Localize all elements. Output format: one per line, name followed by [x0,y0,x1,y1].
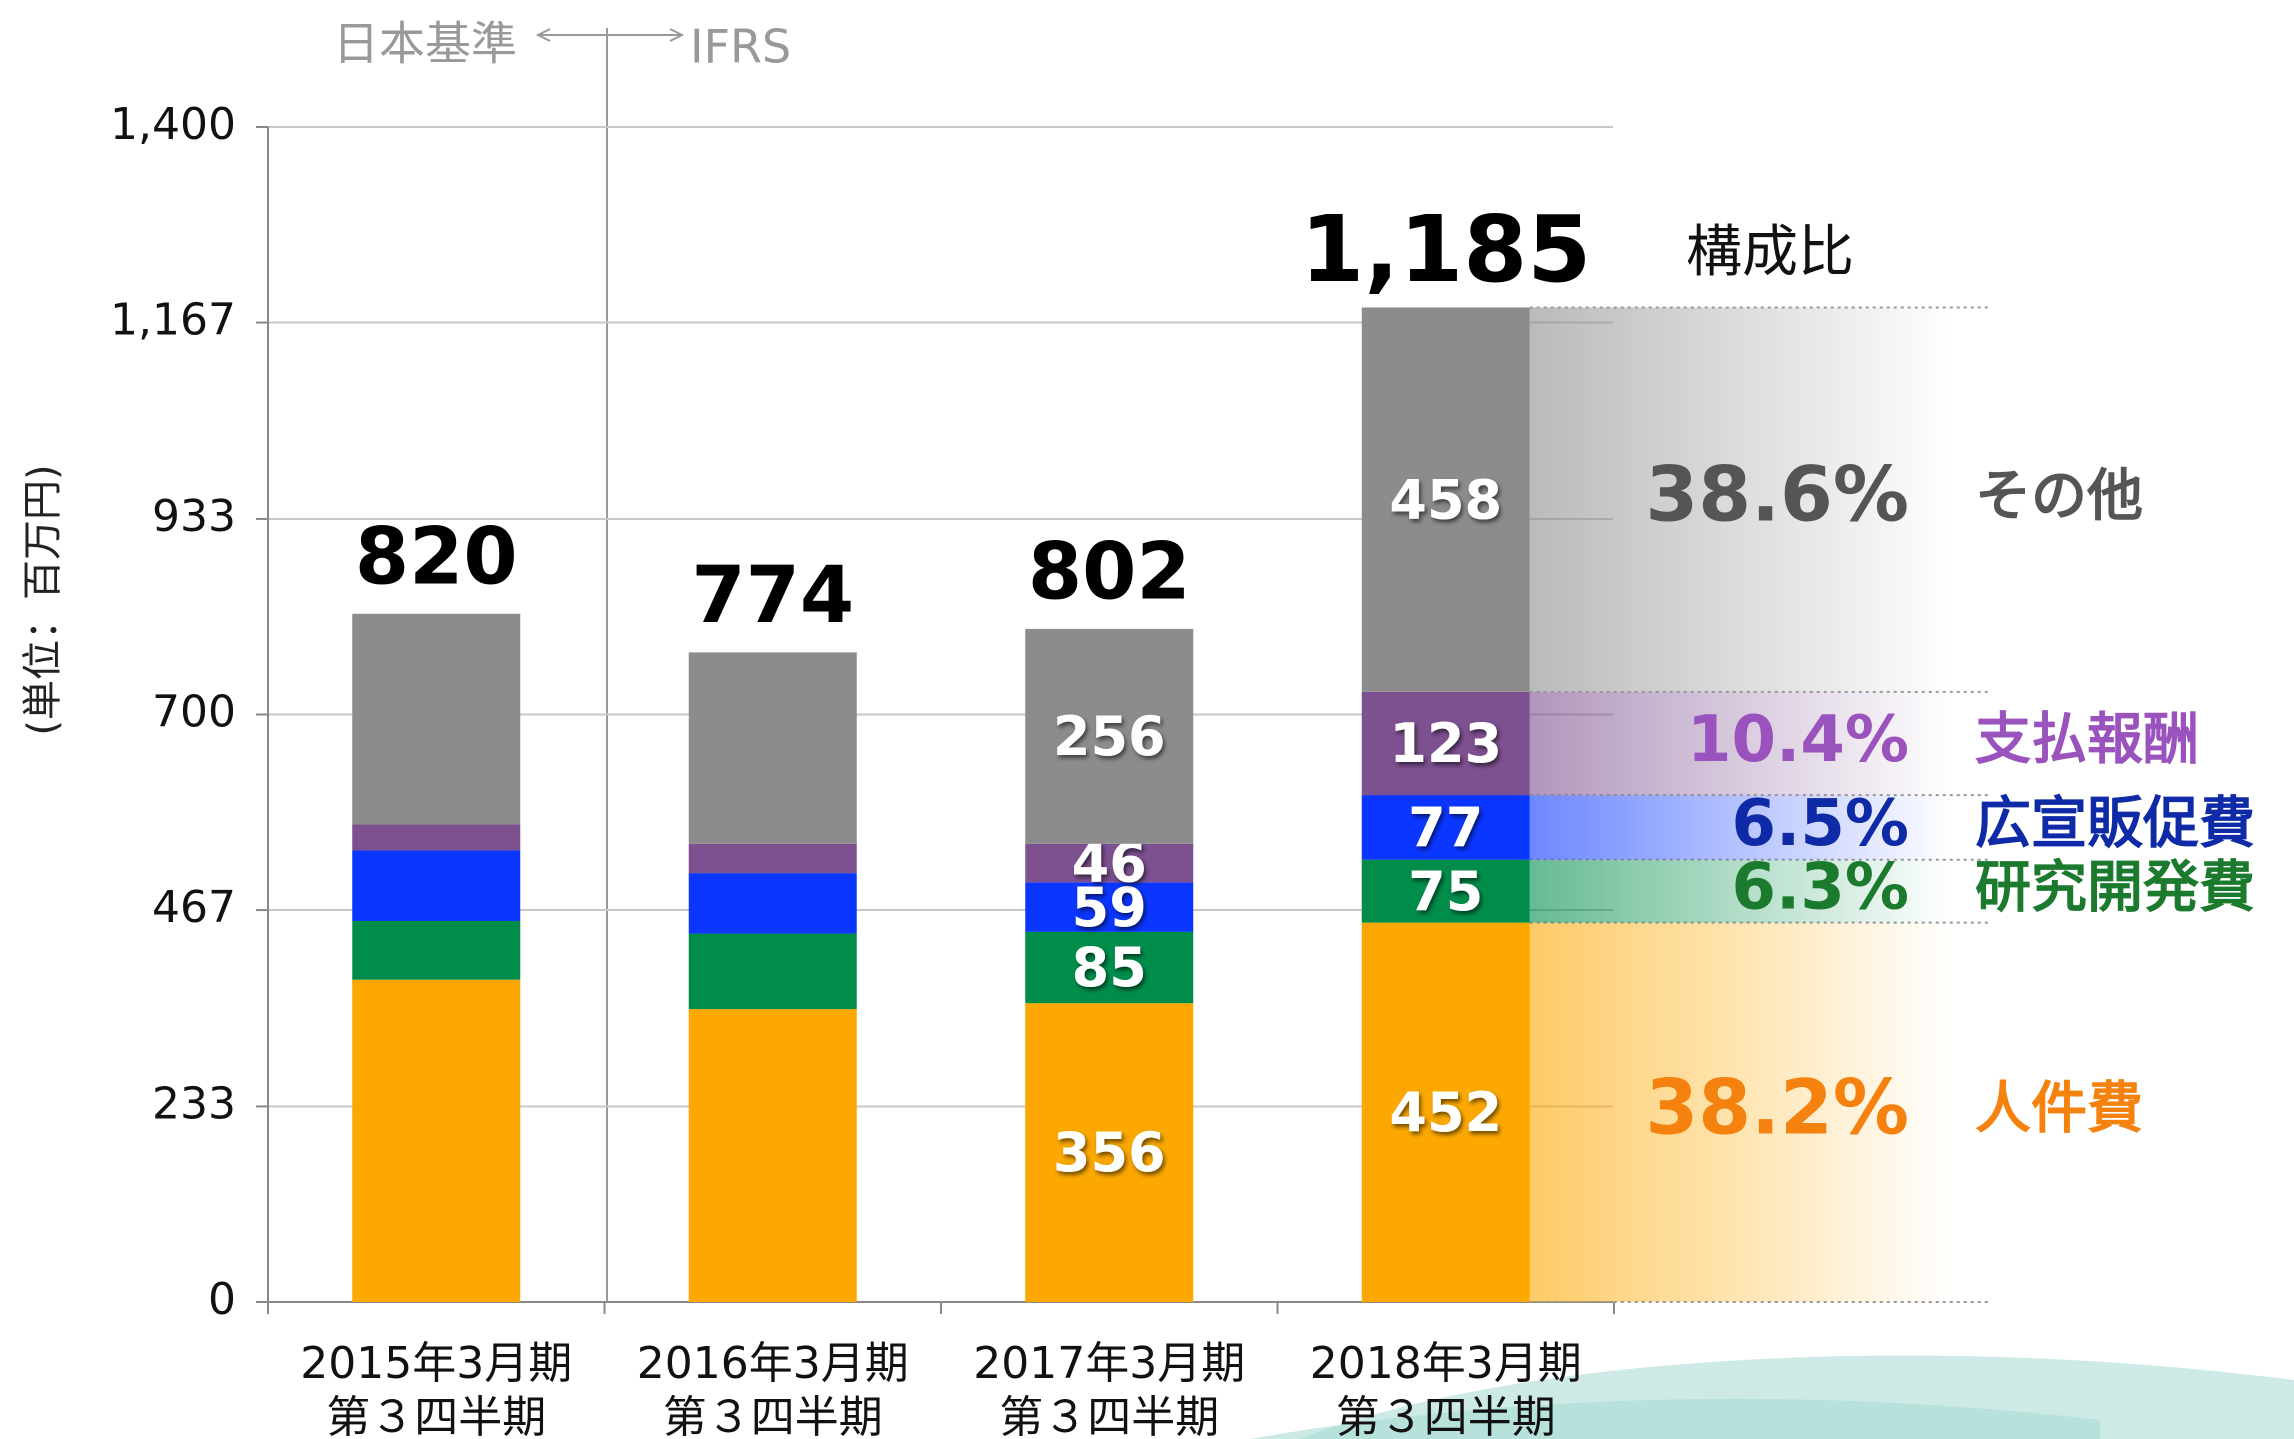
share-title: 構成比 [1686,220,1854,285]
bar-segment [1361,691,1530,796]
total-label: 1,185 [1300,196,1591,303]
x-tick-label: 2018年3月期 [1310,1338,1582,1389]
legend-name: 人件費 [1975,1076,2143,1141]
bar-segment [352,824,521,851]
legend-name: 広宣販促費 [1975,792,2255,857]
data-label: 452 [1389,1081,1502,1144]
bar-segment [1361,307,1530,692]
x-tick-sublabel: 第３四半期 [326,1392,546,1439]
share-band [1529,307,1952,692]
total-label: 774 [691,551,854,641]
bar-segment [352,850,521,921]
data-label: 59 [1072,876,1147,939]
y-tick-label: 0 [208,1274,236,1325]
share-label: 10.4% [1687,703,1909,777]
bar-segment [352,613,521,825]
bar-segment [1361,795,1530,860]
data-label: 458 [1389,468,1502,531]
y-tick-label: 933 [152,491,236,542]
data-label: 75 [1408,860,1483,923]
bar-segment [688,652,857,844]
x-tick-label: 2016年3月期 [637,1338,909,1389]
total-label: 802 [1028,527,1191,617]
data-label: 77 [1408,796,1483,859]
bar-segment [352,920,521,980]
share-band [1529,922,1952,1302]
share-label: 6.5% [1732,787,1910,861]
legend-name: 支払報酬 [1975,708,2199,773]
x-tick-label: 2017年3月期 [973,1338,1245,1389]
bar-segment [1025,931,1194,1004]
data-label: 123 [1389,712,1502,775]
x-tick-label: 2015年3月期 [300,1338,572,1389]
share-label: 38.6% [1645,450,1909,539]
y-tick-label: 1,167 [110,295,236,346]
share-label: 6.3% [1732,851,1910,925]
decor-swoosh [1250,1398,2100,1439]
bar-segment [1025,1003,1194,1302]
bar-segment [688,843,857,874]
bar-segment [1361,922,1530,1302]
legend-name: その他 [1975,464,2143,529]
bar-segment [352,979,521,1302]
bar-segment [1025,843,1194,883]
bar-segment [1361,859,1530,923]
bar-segment [688,1009,857,1302]
era-label: IFRS [690,20,791,74]
bar-segment [688,933,857,1010]
x-tick-sublabel: 第３四半期 [999,1392,1219,1439]
y-tick-label: 467 [152,882,236,933]
y-axis-label: (単位：百万円) [20,464,66,735]
data-label: 356 [1053,1121,1166,1184]
y-tick-label: 1,400 [110,99,236,150]
y-tick-label: 233 [152,1078,236,1129]
era-label: 日本基準 [333,17,517,71]
y-tick-label: 700 [152,687,236,738]
bar-segment [1025,882,1194,932]
x-tick-sublabel: 第３四半期 [1336,1392,1556,1439]
data-label: 85 [1072,936,1147,999]
data-label: 256 [1053,705,1166,768]
total-label: 820 [355,512,518,602]
x-tick-sublabel: 第３四半期 [663,1392,883,1439]
share-band [1529,859,1952,923]
bar-segment [1025,628,1194,844]
bar-segment [688,873,857,934]
share-band [1529,691,1952,796]
share-band [1529,795,1952,860]
era-divider [535,28,685,1302]
share-label: 38.2% [1645,1062,1909,1151]
legend-name: 研究開発費 [1975,855,2255,920]
